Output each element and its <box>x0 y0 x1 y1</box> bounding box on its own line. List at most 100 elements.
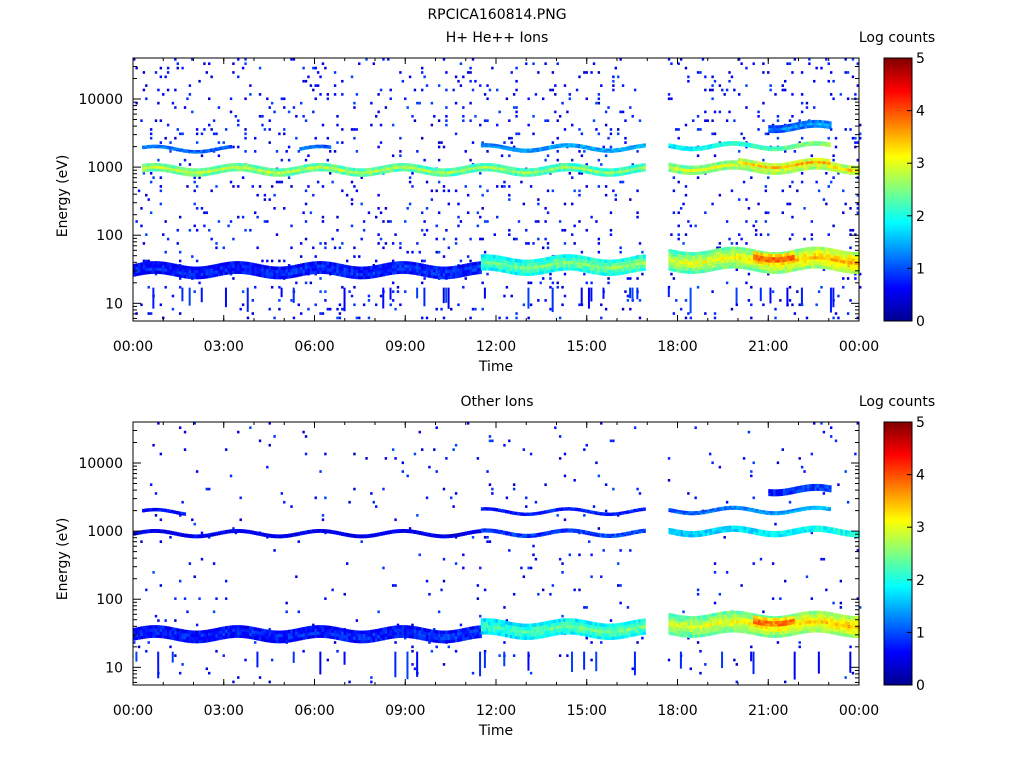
noise-cell <box>614 193 617 197</box>
band-cell <box>479 261 482 265</box>
band-cell <box>369 173 373 177</box>
band-cell <box>422 171 426 175</box>
band-cell <box>828 263 831 267</box>
band-cell <box>543 257 547 261</box>
band-cell <box>731 265 735 269</box>
band-cell <box>794 264 798 269</box>
band-cell <box>183 533 187 536</box>
band-cell <box>352 170 356 174</box>
band-cell <box>157 261 161 265</box>
noise-cell <box>362 220 366 223</box>
noise-cell <box>423 259 426 263</box>
band-cell <box>794 124 798 128</box>
band-cell <box>258 270 262 274</box>
noise-cell <box>435 224 438 228</box>
band-cell <box>260 171 264 175</box>
band-cell <box>287 533 291 536</box>
band-cell <box>777 130 781 134</box>
band-cell <box>611 170 615 175</box>
band-cell <box>767 270 771 274</box>
noise-cell <box>600 163 603 166</box>
band-cell <box>613 268 617 273</box>
noise-cell <box>345 562 349 565</box>
band-cell <box>823 250 827 254</box>
noise-cell <box>597 158 601 162</box>
noise-cell <box>515 237 518 241</box>
band-cell <box>594 261 598 266</box>
band-cell <box>370 275 373 279</box>
noise-cell <box>416 242 419 245</box>
band-cell <box>403 165 407 169</box>
noise-cell <box>358 255 361 258</box>
band-cell <box>169 269 173 273</box>
band-cell <box>794 168 798 173</box>
band-cell <box>524 150 528 153</box>
band-cell <box>500 262 504 266</box>
band-cell <box>309 169 312 173</box>
noise-cell <box>162 93 165 96</box>
noise-cell <box>454 101 458 105</box>
noise-cell <box>442 663 446 666</box>
band-cell <box>423 264 427 268</box>
band-cell <box>555 264 559 269</box>
band-cell <box>541 166 545 170</box>
band-cell <box>818 143 822 146</box>
band-cell <box>331 265 335 269</box>
noise-cell <box>752 224 755 228</box>
band-cell <box>767 251 771 256</box>
band-cell <box>505 269 508 274</box>
noise-cell <box>699 71 702 74</box>
noise-cell <box>479 614 482 618</box>
band-cell <box>239 270 243 274</box>
noise-cell <box>788 202 792 206</box>
band-cell <box>343 267 347 272</box>
band-cell <box>474 271 478 275</box>
band-cell <box>572 143 576 146</box>
band-cell <box>685 146 689 149</box>
band-cell <box>716 164 720 169</box>
noise-cell <box>273 549 276 552</box>
noise-cell <box>159 185 163 188</box>
noise-cell <box>512 93 516 96</box>
band-cell <box>396 264 400 268</box>
band-cell <box>485 260 489 265</box>
noise-cell <box>149 136 153 140</box>
band-cell <box>852 267 856 271</box>
band-cell <box>159 146 162 149</box>
noise-cell <box>210 189 213 193</box>
noise-cell <box>587 287 590 309</box>
band-cell <box>258 267 262 271</box>
noise-cell <box>176 228 179 232</box>
band-cell <box>185 173 189 177</box>
band-cell <box>200 149 203 152</box>
band-cell <box>553 261 557 266</box>
band-cell <box>563 260 566 265</box>
band-cell <box>372 271 376 276</box>
band-cell <box>480 254 484 258</box>
band-cell <box>803 253 807 258</box>
noise-cell <box>302 211 305 215</box>
band-cell <box>616 268 620 273</box>
band-cell <box>169 262 173 267</box>
band-cell <box>782 124 786 128</box>
band-cell <box>543 266 547 271</box>
band-cell <box>483 168 487 172</box>
band-cell <box>628 260 632 264</box>
noise-cell <box>791 233 794 236</box>
band-cell <box>702 251 706 255</box>
band-cell <box>341 273 344 277</box>
band-cell <box>673 259 677 263</box>
band-cell <box>162 264 165 269</box>
band-cell <box>149 529 153 532</box>
band-cell <box>428 268 432 272</box>
band-cell <box>811 259 815 263</box>
band-cell <box>408 165 412 170</box>
band-cell <box>814 122 818 126</box>
band-cell <box>468 167 472 171</box>
band-cell <box>788 166 792 171</box>
noise-cell <box>370 680 373 684</box>
noise-cell <box>333 246 337 250</box>
band-cell <box>852 255 856 259</box>
band-cell <box>587 266 591 271</box>
noise-cell <box>619 58 622 61</box>
